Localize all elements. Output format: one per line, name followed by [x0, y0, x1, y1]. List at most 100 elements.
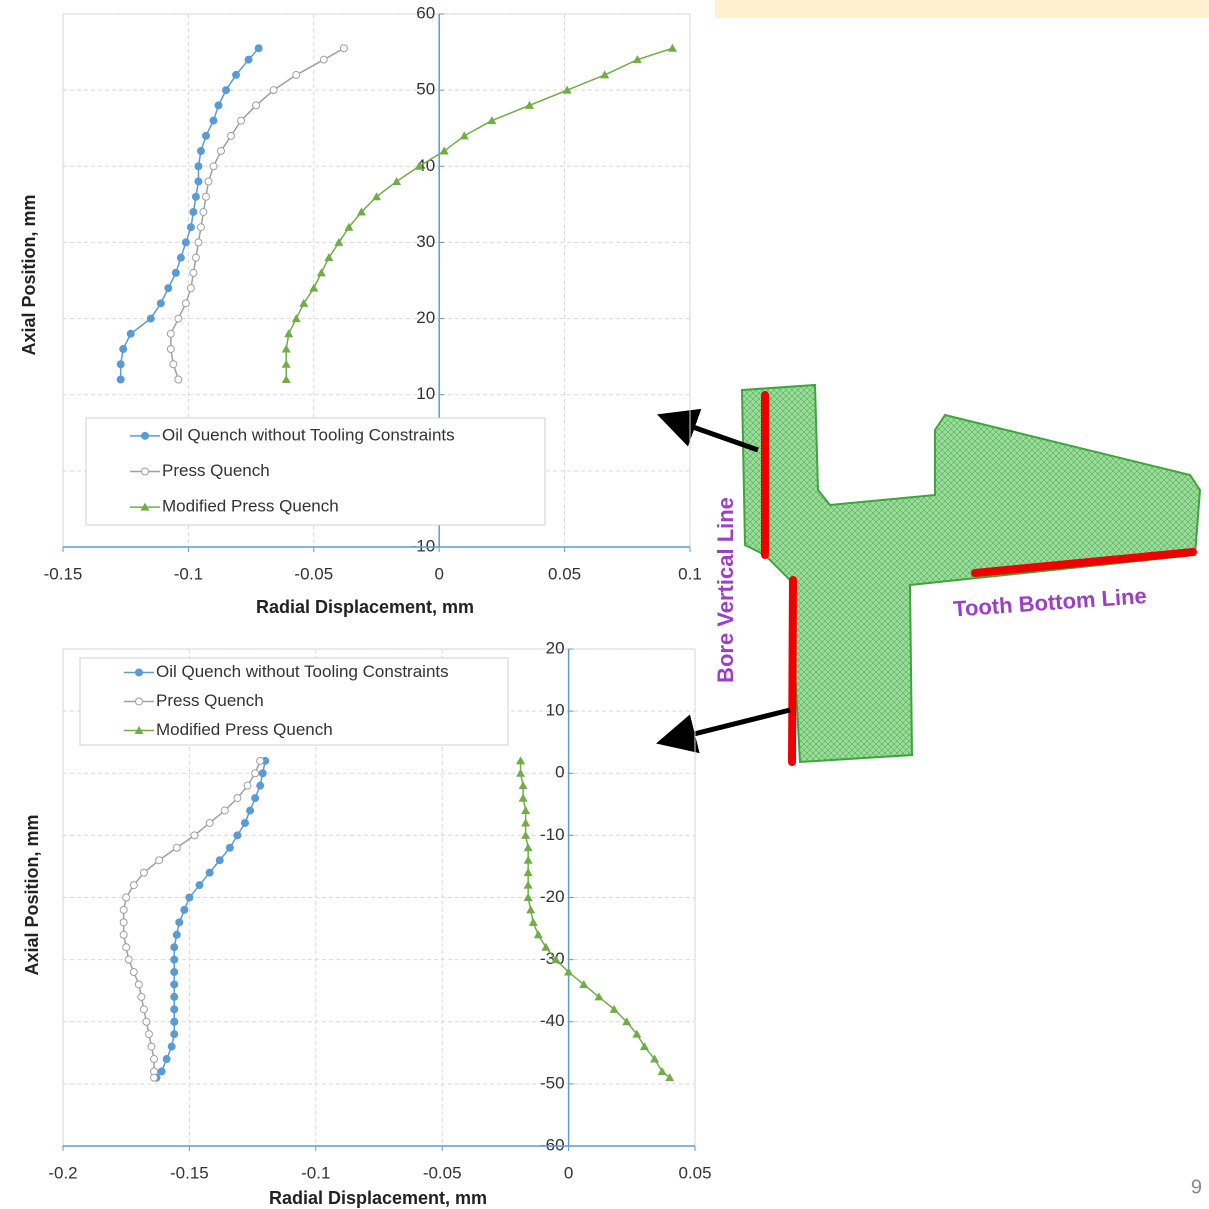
marker: [650, 1054, 660, 1063]
marker: [339, 44, 348, 53]
marker: [324, 253, 334, 262]
marker: [170, 1005, 179, 1014]
x-tick-label: -0.15: [170, 1163, 209, 1182]
marker: [185, 893, 194, 902]
marker: [256, 781, 265, 790]
marker: [146, 314, 155, 323]
marker: [523, 880, 533, 889]
marker: [166, 345, 175, 354]
marker: [201, 192, 210, 201]
x-tick-label: -0.05: [423, 1163, 462, 1182]
marker: [667, 43, 677, 52]
marker: [126, 329, 135, 338]
marker: [521, 806, 531, 815]
marker: [665, 1073, 675, 1082]
marker: [174, 314, 183, 323]
marker: [166, 329, 175, 338]
marker: [222, 86, 231, 95]
marker: [521, 818, 531, 827]
marker: [150, 1055, 159, 1064]
legend-label: Modified Press Quench: [162, 497, 339, 516]
marker: [189, 207, 198, 216]
marker: [459, 131, 469, 140]
marker: [516, 756, 526, 765]
marker: [175, 918, 184, 927]
x-tick-label: 0.05: [548, 564, 581, 583]
marker: [516, 768, 526, 777]
marker: [194, 177, 203, 186]
marker: [194, 238, 203, 247]
marker: [156, 299, 165, 308]
marker: [170, 955, 179, 964]
marker: [196, 223, 205, 232]
marker: [344, 222, 354, 231]
marker: [414, 161, 424, 170]
marker: [523, 893, 533, 901]
mesh-figure: [656, 383, 1202, 766]
y-tick-label: -40: [540, 1011, 565, 1030]
marker: [205, 868, 214, 877]
marker: [129, 881, 138, 890]
legend-label: Press Quench: [162, 461, 270, 480]
y-tick-label: -20: [540, 887, 565, 906]
marker: [518, 793, 528, 802]
y-tick-label: 10: [546, 701, 565, 720]
marker: [214, 101, 223, 110]
legend-box: [85, 417, 546, 526]
marker: [594, 992, 604, 1001]
y-tick-label: 0: [555, 763, 564, 782]
marker: [204, 177, 213, 186]
marker: [220, 806, 229, 815]
y-tick-label: -50: [540, 1073, 565, 1092]
marker: [392, 177, 402, 186]
marker: [562, 85, 572, 94]
x-tick-label: -0.1: [174, 564, 203, 583]
marker: [186, 223, 195, 232]
marker: [172, 930, 181, 939]
x-axis-title: Radial Displacement, mm: [256, 597, 474, 617]
legend-marker: [140, 502, 150, 511]
marker: [172, 843, 181, 852]
marker: [167, 1042, 176, 1051]
marker: [533, 930, 543, 939]
marker: [232, 70, 241, 79]
bore-label: Bore Vertical Line: [713, 497, 738, 683]
marker: [209, 116, 218, 125]
marker: [356, 207, 366, 216]
marker: [122, 943, 131, 952]
x-tick-label: -0.2: [48, 1163, 77, 1182]
marker: [170, 968, 179, 977]
x-tick-label: 0: [564, 1163, 573, 1182]
marker: [439, 146, 449, 155]
marker: [564, 967, 574, 976]
marker: [119, 905, 128, 914]
marker: [170, 943, 179, 952]
marker: [227, 131, 236, 140]
x-tick-label: 0.1: [678, 564, 702, 583]
marker: [119, 918, 128, 927]
y-tick-label: -10: [540, 825, 565, 844]
legend-marker: [135, 668, 143, 677]
legend-marker: [141, 467, 149, 476]
marker: [176, 253, 185, 262]
legend-label: Oil Quench without Tooling Constraints: [156, 662, 449, 681]
marker: [309, 283, 319, 292]
marker: [334, 237, 344, 246]
y-tick-label: 30: [416, 232, 435, 251]
marker: [116, 360, 125, 369]
marker: [196, 147, 205, 156]
marker: [372, 192, 381, 201]
marker: [243, 781, 252, 790]
y-tick-label: -30: [540, 949, 565, 968]
x-tick-label: 0: [434, 564, 443, 583]
marker: [518, 781, 528, 790]
y-tick-label: 10: [416, 384, 435, 403]
legend-marker: [134, 726, 144, 734]
marker: [258, 769, 267, 778]
marker: [119, 345, 128, 354]
y-tick-label: -60: [540, 1135, 565, 1154]
marker: [622, 1017, 632, 1026]
marker: [579, 979, 589, 988]
series-line: [285, 47, 673, 380]
